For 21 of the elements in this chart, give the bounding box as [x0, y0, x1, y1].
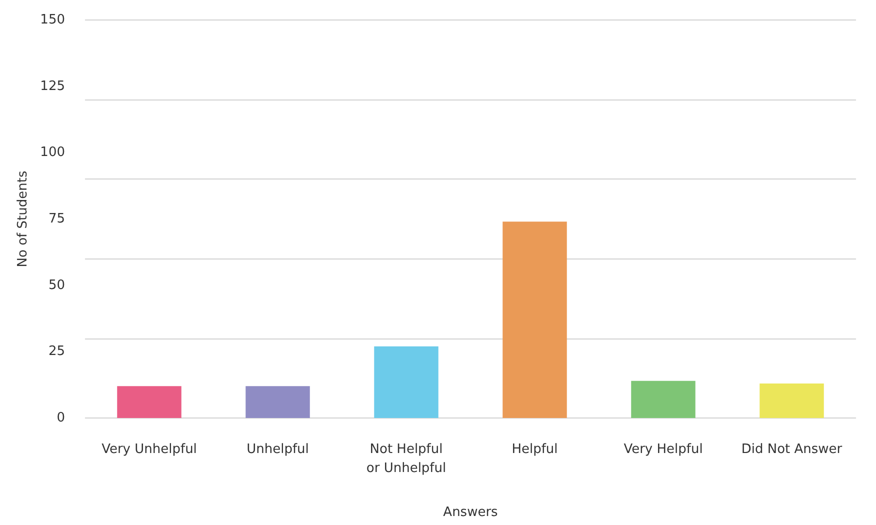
bar	[502, 222, 567, 418]
y-tick-label: 125	[40, 78, 65, 94]
x-tick-label: Not Helpful or Unhelpful	[366, 442, 446, 476]
y-axis-title: No of Students	[15, 170, 30, 268]
bar	[246, 386, 310, 418]
y-tick-label: 0	[56, 410, 65, 426]
x-tick-label: Unhelpful	[246, 442, 309, 457]
x-axis-title: Answers	[443, 505, 498, 520]
y-tick-label: 100	[40, 145, 65, 160]
x-tick-label: Very Unhelpful	[102, 442, 197, 457]
y-tick-label: 75	[48, 212, 65, 226]
bar	[374, 346, 438, 418]
bar	[760, 384, 824, 418]
x-tick-label: Did Not Answer	[741, 442, 843, 457]
bar	[117, 386, 182, 418]
x-tick-label: Very Helpful	[624, 442, 703, 457]
y-tick-label: 50	[48, 278, 65, 293]
y-tick-label: 150	[40, 12, 65, 28]
x-tick-label: Helpful	[512, 442, 558, 457]
bar	[631, 380, 696, 418]
y-tick-label: 25	[48, 344, 65, 360]
